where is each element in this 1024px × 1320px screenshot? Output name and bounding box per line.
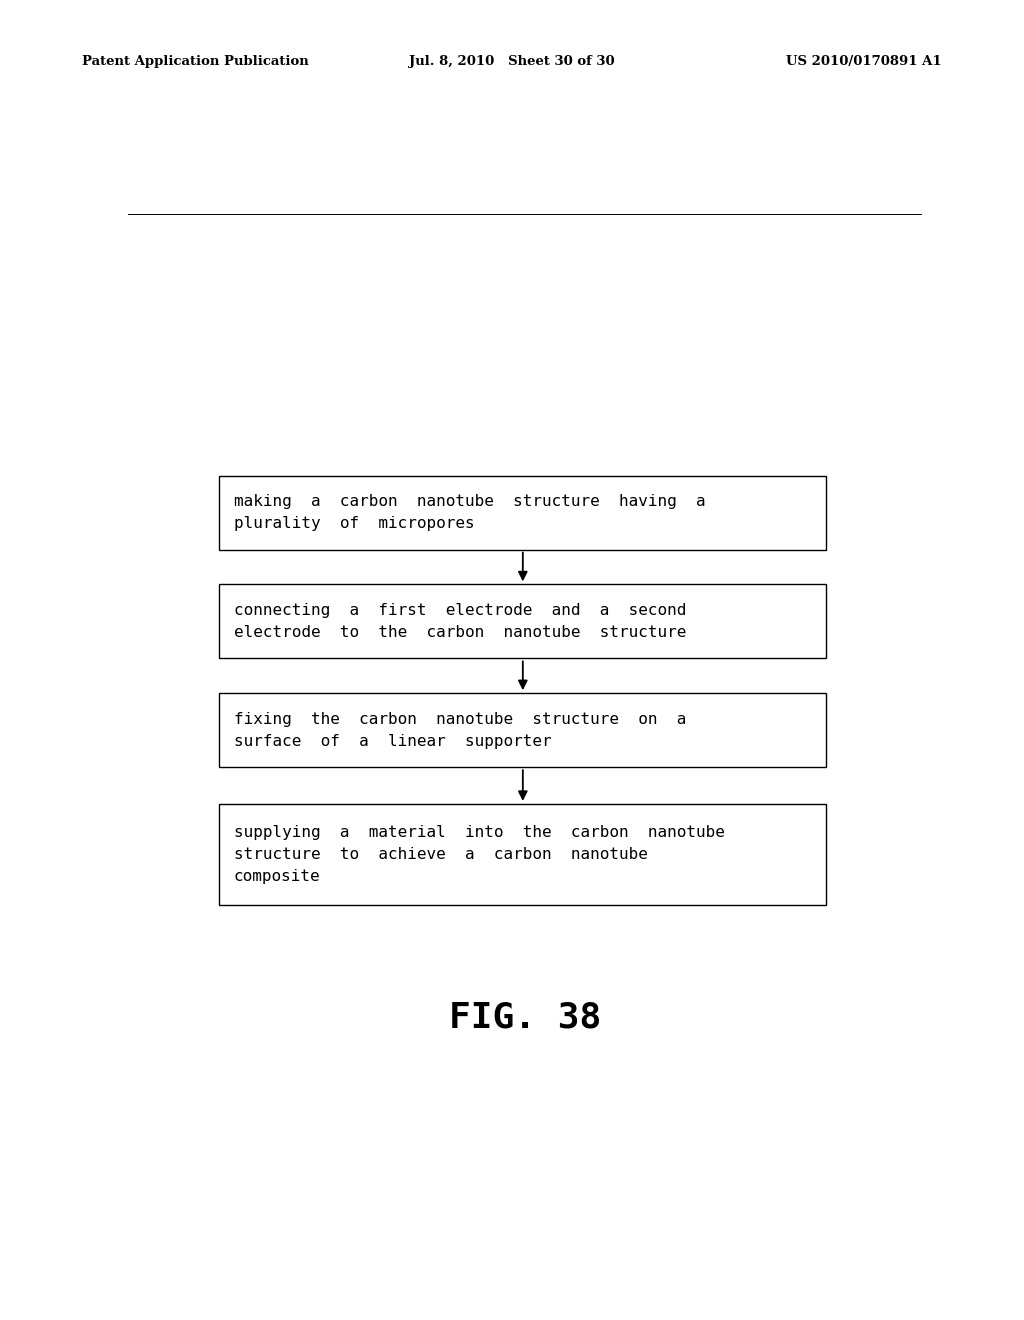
Text: supplying  a  material  into  the  carbon  nanotube
structure  to  achieve  a  c: supplying a material into the carbon nan… bbox=[233, 825, 724, 884]
Text: connecting  a  first  electrode  and  a  second
electrode  to  the  carbon  nano: connecting a first electrode and a secon… bbox=[233, 603, 686, 640]
Text: Patent Application Publication: Patent Application Publication bbox=[82, 55, 308, 69]
Text: making  a  carbon  nanotube  structure  having  a
plurality  of  micropores: making a carbon nanotube structure havin… bbox=[233, 494, 706, 531]
Text: FIG. 38: FIG. 38 bbox=[449, 1001, 601, 1035]
Bar bbox=[219, 804, 826, 906]
Text: Jul. 8, 2010   Sheet 30 of 30: Jul. 8, 2010 Sheet 30 of 30 bbox=[410, 55, 614, 69]
Text: fixing  the  carbon  nanotube  structure  on  a
surface  of  a  linear  supporte: fixing the carbon nanotube structure on … bbox=[233, 711, 686, 748]
Text: US 2010/0170891 A1: US 2010/0170891 A1 bbox=[786, 55, 942, 69]
Bar bbox=[219, 475, 826, 549]
Bar bbox=[219, 585, 826, 659]
Bar bbox=[219, 693, 826, 767]
